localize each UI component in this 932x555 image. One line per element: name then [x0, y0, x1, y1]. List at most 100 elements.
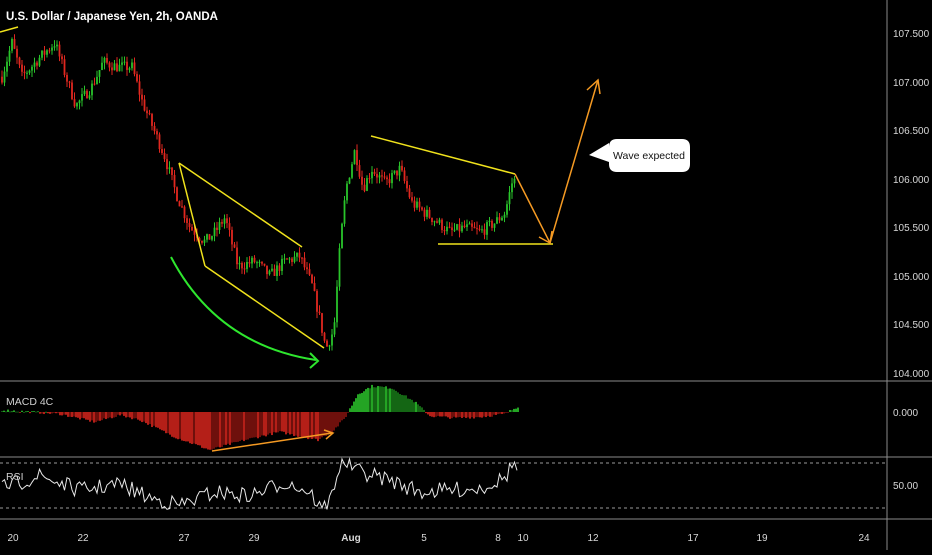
- macd-bar: [197, 412, 199, 446]
- candle-body: [168, 167, 171, 170]
- candle-body: [226, 218, 228, 224]
- candle-body: [48, 50, 51, 52]
- macd-bar: [45, 411, 47, 413]
- macd-bar: [151, 412, 153, 428]
- candle-body: [11, 39, 13, 51]
- candle-body: [438, 219, 441, 223]
- macd-bar: [463, 412, 465, 417]
- candle-body: [418, 201, 421, 208]
- candle-body: [33, 62, 36, 67]
- candle-body: [291, 258, 293, 262]
- macd-bar: [5, 411, 7, 413]
- macd-bar: [443, 412, 445, 417]
- macd-bar: [37, 411, 39, 413]
- candle-body: [8, 50, 11, 62]
- candle-body: [336, 286, 338, 323]
- candle-body: [28, 70, 31, 73]
- macd-bar: [209, 412, 211, 450]
- candle-body: [436, 221, 438, 223]
- candle-body: [421, 207, 423, 210]
- time-axis[interactable]: 20 22 27 29 Aug 5 8 10 12 17 19 24: [7, 533, 870, 544]
- callout-text: Wave expected: [613, 150, 685, 162]
- candle-body: [111, 67, 113, 71]
- macd-bar: [339, 412, 341, 423]
- macd-bar: [31, 411, 33, 413]
- macd-bar: [383, 387, 385, 412]
- macd-bar: [29, 412, 31, 414]
- channel-left-line[interactable]: [178, 162, 206, 267]
- macd-bar: [483, 412, 485, 417]
- candle-body: [423, 209, 426, 217]
- macd-divergence-line[interactable]: [211, 432, 333, 452]
- macd-bar: [9, 411, 11, 413]
- candle-body: [261, 261, 263, 264]
- candle-body: [448, 226, 451, 228]
- candle-body: [511, 183, 513, 193]
- candle-body: [148, 113, 151, 115]
- channel-lower-line[interactable]: [204, 265, 325, 349]
- macd-bar: [297, 412, 299, 437]
- macd-bar: [423, 409, 425, 412]
- wave-expected-callout[interactable]: Wave expected: [589, 139, 690, 172]
- macd-bar: [97, 412, 99, 421]
- trendline-top-left[interactable]: [0, 26, 19, 33]
- candle-body: [343, 200, 346, 224]
- drawing-tools[interactable]: [0, 26, 601, 452]
- macd-bar: [273, 412, 275, 433]
- macd-bar: [27, 411, 29, 412]
- candle-body: [288, 258, 291, 260]
- candle-body: [113, 63, 116, 71]
- macd-bar: [159, 412, 161, 430]
- macd-bar: [217, 412, 219, 447]
- macd-bar: [275, 412, 277, 433]
- price-axis[interactable]: 107.500 107.000 106.500 106.000 105.500 …: [893, 29, 930, 492]
- macd-bar: [347, 412, 349, 413]
- macd-bar: [127, 412, 129, 418]
- macd-bar: [341, 412, 343, 421]
- candle-body: [258, 261, 261, 263]
- macd-bar: [371, 384, 373, 412]
- macd-bar: [313, 412, 315, 439]
- candle-body: [153, 125, 156, 132]
- macd-bar: [331, 412, 333, 433]
- time-tick-label: 8: [495, 533, 501, 544]
- candle-body: [243, 268, 246, 270]
- macd-bar: [449, 412, 451, 419]
- time-tick-label: 27: [178, 533, 190, 544]
- candle-body: [108, 62, 111, 68]
- macd-bar: [415, 401, 417, 412]
- candle-body: [158, 134, 161, 150]
- candle-body: [383, 176, 386, 178]
- macd-bar: [395, 390, 397, 412]
- macd-bar: [107, 412, 109, 419]
- macd-bar: [315, 412, 317, 439]
- macd-bar: [391, 388, 393, 412]
- candle-body: [366, 178, 368, 191]
- macd-bar: [181, 412, 183, 441]
- macd-divergence-arrowhead: [323, 429, 335, 440]
- macd-bar: [417, 404, 419, 412]
- macd-bar: [277, 412, 279, 433]
- candle-body: [233, 244, 236, 248]
- macd-bar: [475, 412, 477, 418]
- candle-body: [453, 229, 456, 231]
- curved-arrow-arc[interactable]: [170, 256, 317, 361]
- resistance-trendline[interactable]: [370, 135, 516, 175]
- candle-body: [286, 258, 288, 260]
- candle-body: [338, 248, 341, 287]
- macd-bar: [447, 412, 449, 418]
- macd-bar: [143, 412, 145, 422]
- candle-body: [183, 206, 186, 219]
- macd-bar: [269, 412, 271, 434]
- macd-bar: [321, 412, 323, 438]
- channel-upper-line[interactable]: [178, 162, 303, 248]
- macd-bar: [405, 395, 407, 412]
- candle-body: [318, 311, 321, 314]
- macd-bar: [183, 412, 185, 442]
- candle-body: [426, 209, 428, 217]
- candle-body: [68, 81, 71, 83]
- candle-body: [116, 63, 118, 72]
- candle-body: [416, 201, 418, 208]
- candle-body: [403, 170, 406, 182]
